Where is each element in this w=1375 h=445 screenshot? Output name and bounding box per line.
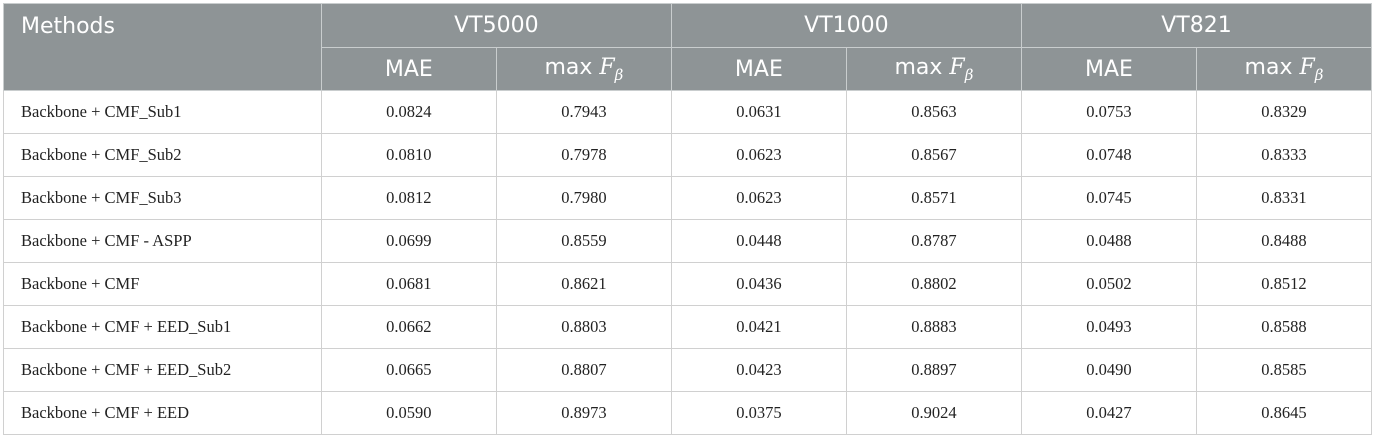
value-cell: 0.0753	[1020, 90, 1197, 134]
method-cell: Backbone + CMF + EED_Sub1	[3, 305, 322, 349]
value-cell: 0.0436	[670, 262, 847, 306]
value-cell: 0.8787	[845, 219, 1022, 263]
value-cell: 0.0590	[320, 391, 497, 435]
maxf-subscript: β	[964, 65, 974, 84]
dataset-header-vt1000: VT1000	[670, 3, 1022, 48]
value-cell: 0.0423	[670, 348, 847, 392]
value-cell: 0.0745	[1020, 176, 1197, 220]
metric-header-maxf: max Fβ	[1195, 47, 1373, 91]
value-cell: 0.0490	[1020, 348, 1197, 392]
value-cell: 0.0421	[670, 305, 847, 349]
value-cell: 0.0427	[1020, 391, 1197, 435]
value-cell: 0.8571	[845, 176, 1022, 220]
value-cell: 0.0448	[670, 219, 847, 263]
table-row: Backbone + CMF_Sub2 0.0810 0.7978 0.0623…	[3, 133, 1373, 177]
value-cell: 0.8802	[845, 262, 1022, 306]
maxf-symbol: F	[1299, 54, 1315, 80]
metric-header-mae: MAE	[1020, 47, 1197, 91]
maxf-subscript: β	[1314, 65, 1324, 84]
metric-header-maxf: max Fβ	[845, 47, 1022, 91]
value-cell: 0.0623	[670, 176, 847, 220]
table-row: Backbone + CMF + EED 0.0590 0.8973 0.037…	[3, 391, 1373, 435]
value-cell: 0.0824	[320, 90, 497, 134]
value-cell: 0.8973	[495, 391, 672, 435]
value-cell: 0.8588	[1195, 305, 1373, 349]
value-cell: 0.8331	[1195, 176, 1373, 220]
value-cell: 0.8488	[1195, 219, 1373, 263]
value-cell: 0.0681	[320, 262, 497, 306]
value-cell: 0.0502	[1020, 262, 1197, 306]
value-cell: 0.8645	[1195, 391, 1373, 435]
method-cell: Backbone + CMF_Sub1	[3, 90, 322, 134]
value-cell: 0.7980	[495, 176, 672, 220]
value-cell: 0.7978	[495, 133, 672, 177]
method-cell: Backbone + CMF	[3, 262, 322, 306]
maxf-subscript: β	[614, 65, 624, 84]
maxf-prefix: max	[544, 54, 593, 80]
value-cell: 0.0662	[320, 305, 497, 349]
method-cell: Backbone + CMF_Sub3	[3, 176, 322, 220]
value-cell: 0.7943	[495, 90, 672, 134]
method-cell: Backbone + CMF + EED_Sub2	[3, 348, 322, 392]
methods-header: Methods	[3, 3, 322, 91]
table-body: Backbone + CMF_Sub1 0.0824 0.7943 0.0631…	[3, 90, 1373, 435]
table-row: Backbone + CMF_Sub3 0.0812 0.7980 0.0623…	[3, 176, 1373, 220]
value-cell: 0.0699	[320, 219, 497, 263]
value-cell: 0.8883	[845, 305, 1022, 349]
maxf-prefix: max	[1244, 54, 1293, 80]
value-cell: 0.8567	[845, 133, 1022, 177]
table-row: Backbone + CMF 0.0681 0.8621 0.0436 0.88…	[3, 262, 1373, 306]
value-cell: 0.0748	[1020, 133, 1197, 177]
value-cell: 0.8807	[495, 348, 672, 392]
maxf-prefix: max	[894, 54, 943, 80]
results-table: Methods VT5000 VT1000 VT821 MAE max Fβ M…	[3, 3, 1373, 435]
value-cell: 0.0488	[1020, 219, 1197, 263]
value-cell: 0.0493	[1020, 305, 1197, 349]
header-row-datasets: Methods VT5000 VT1000 VT821	[3, 3, 1373, 91]
value-cell: 0.8585	[1195, 348, 1373, 392]
method-cell: Backbone + CMF + EED	[3, 391, 322, 435]
table-row: Backbone + CMF - ASPP 0.0699 0.8559 0.04…	[3, 219, 1373, 263]
value-cell: 0.0631	[670, 90, 847, 134]
method-cell: Backbone + CMF - ASPP	[3, 219, 322, 263]
value-cell: 0.0812	[320, 176, 497, 220]
value-cell: 0.0810	[320, 133, 497, 177]
value-cell: 0.8897	[845, 348, 1022, 392]
dataset-header-vt821: VT821	[1020, 3, 1373, 48]
table-row: Backbone + CMF + EED_Sub2 0.0665 0.8807 …	[3, 348, 1373, 392]
value-cell: 0.9024	[845, 391, 1022, 435]
value-cell: 0.8563	[845, 90, 1022, 134]
table-row: Backbone + CMF + EED_Sub1 0.0662 0.8803 …	[3, 305, 1373, 349]
table-header: Methods VT5000 VT1000 VT821 MAE max Fβ M…	[3, 3, 1373, 91]
value-cell: 0.0375	[670, 391, 847, 435]
metric-header-mae: MAE	[670, 47, 847, 91]
maxf-symbol: F	[949, 54, 965, 80]
metric-header-mae: MAE	[320, 47, 497, 91]
value-cell: 0.8329	[1195, 90, 1373, 134]
value-cell: 0.8559	[495, 219, 672, 263]
method-cell: Backbone + CMF_Sub2	[3, 133, 322, 177]
header-row-metrics: MAE max Fβ MAE max Fβ MAE max Fβ	[4, 47, 1373, 91]
value-cell: 0.8621	[495, 262, 672, 306]
value-cell: 0.8803	[495, 305, 672, 349]
table-row: Backbone + CMF_Sub1 0.0824 0.7943 0.0631…	[3, 90, 1373, 134]
value-cell: 0.0623	[670, 133, 847, 177]
value-cell: 0.8333	[1195, 133, 1373, 177]
value-cell: 0.0665	[320, 348, 497, 392]
value-cell: 0.8512	[1195, 262, 1373, 306]
dataset-header-vt5000: VT5000	[320, 3, 672, 48]
maxf-symbol: F	[599, 54, 615, 80]
metric-header-maxf: max Fβ	[495, 47, 672, 91]
